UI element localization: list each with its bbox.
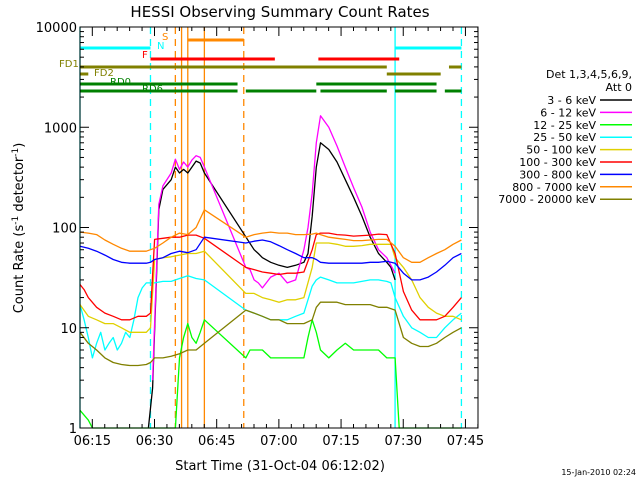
- legend-label-3-6-kev: 3 - 6 keV: [547, 94, 596, 107]
- flag-label-n: N: [157, 41, 164, 52]
- plot-area: [80, 27, 478, 428]
- plot-background: [80, 27, 478, 428]
- y-axis-label-end: ): [12, 143, 27, 148]
- legend-label-12-25-kev: 12 - 25 keV: [533, 119, 596, 132]
- x-tick-label: 07:15: [322, 434, 359, 449]
- flag-bars: [80, 38, 462, 93]
- series-line-6-12-kev: [151, 115, 396, 381]
- legend-label-100-300-kev: 100 - 300 keV: [519, 156, 596, 169]
- flag-label-f: F: [142, 50, 148, 61]
- y-tick-label: 100: [52, 222, 77, 237]
- x-tick-label: 06:30: [136, 434, 173, 449]
- series-lines: [79, 115, 462, 429]
- flag-label-rd0: RD0: [110, 77, 131, 88]
- y-axis-label-sup-2: -1: [11, 148, 21, 157]
- y-tick-label: 10000: [36, 21, 77, 36]
- y-tick-label: 1000: [44, 121, 77, 136]
- y-axis-label-mid: detector: [12, 156, 27, 216]
- series-line-300-800-kev: [79, 236, 462, 281]
- flag-label-fd2: FD2: [94, 68, 114, 79]
- x-tick-label: 06:45: [198, 434, 235, 449]
- legend-label-25-50-kev: 25 - 50 keV: [533, 131, 596, 144]
- footer-date: 15-Jan-2010 02:24: [561, 468, 636, 477]
- legend-label-7000-20000-kev: 7000 - 20000 keV: [498, 193, 596, 206]
- legend-label-6-12-kev: 6 - 12 keV: [540, 106, 596, 119]
- y-tick-label: 10: [60, 322, 77, 337]
- y-tick-label: 1: [69, 422, 77, 437]
- y-axis-label: Count Rate (s-1 detector-1): [11, 143, 27, 314]
- legend-label-800-7000-kev: 800 - 7000 keV: [512, 181, 596, 194]
- series-line-100-300-kev: [79, 232, 462, 321]
- legend-label-300-800-kev: 300 - 800 keV: [519, 168, 596, 181]
- flag-label-fd1: FD1: [59, 59, 79, 70]
- y-axis-label-sup: -1: [11, 216, 21, 225]
- legend-header-1: Det 1,3,4,5,6,9,: [546, 68, 632, 81]
- x-tick-label: 07:45: [447, 434, 484, 449]
- x-tick-label: 07:00: [260, 434, 297, 449]
- series-line-800-7000-kev: [79, 209, 462, 263]
- flag-label-rd6: RD6: [142, 84, 163, 95]
- series-line-3-6-kev: [147, 142, 396, 429]
- x-tick-label: 07:30: [385, 434, 422, 449]
- flag-label-s: S: [162, 32, 168, 43]
- x-axis-label: Start Time (31-Oct-04 06:12:02): [175, 459, 385, 474]
- y-tick-labels: 1 10 100 1000 10000: [36, 21, 77, 437]
- vertical-marker-lines: [79, 27, 463, 428]
- series-line-7000-20000-kev: [79, 301, 462, 367]
- axes: [79, 26, 479, 429]
- chart-title: HESSI Observing Summary Count Rates: [130, 3, 429, 21]
- legend-header-2: Att 0: [606, 81, 632, 94]
- legend-label-50-100-kev: 50 - 100 keV: [526, 144, 596, 157]
- y-axis-label-main: Count Rate (s: [12, 225, 27, 314]
- series-line-50-100-kev: [79, 242, 462, 333]
- x-tick-labels: 06:15 06:30 06:45 07:00 07:15 07:30 07:45: [74, 434, 485, 449]
- x-tick-label: 06:15: [74, 434, 111, 449]
